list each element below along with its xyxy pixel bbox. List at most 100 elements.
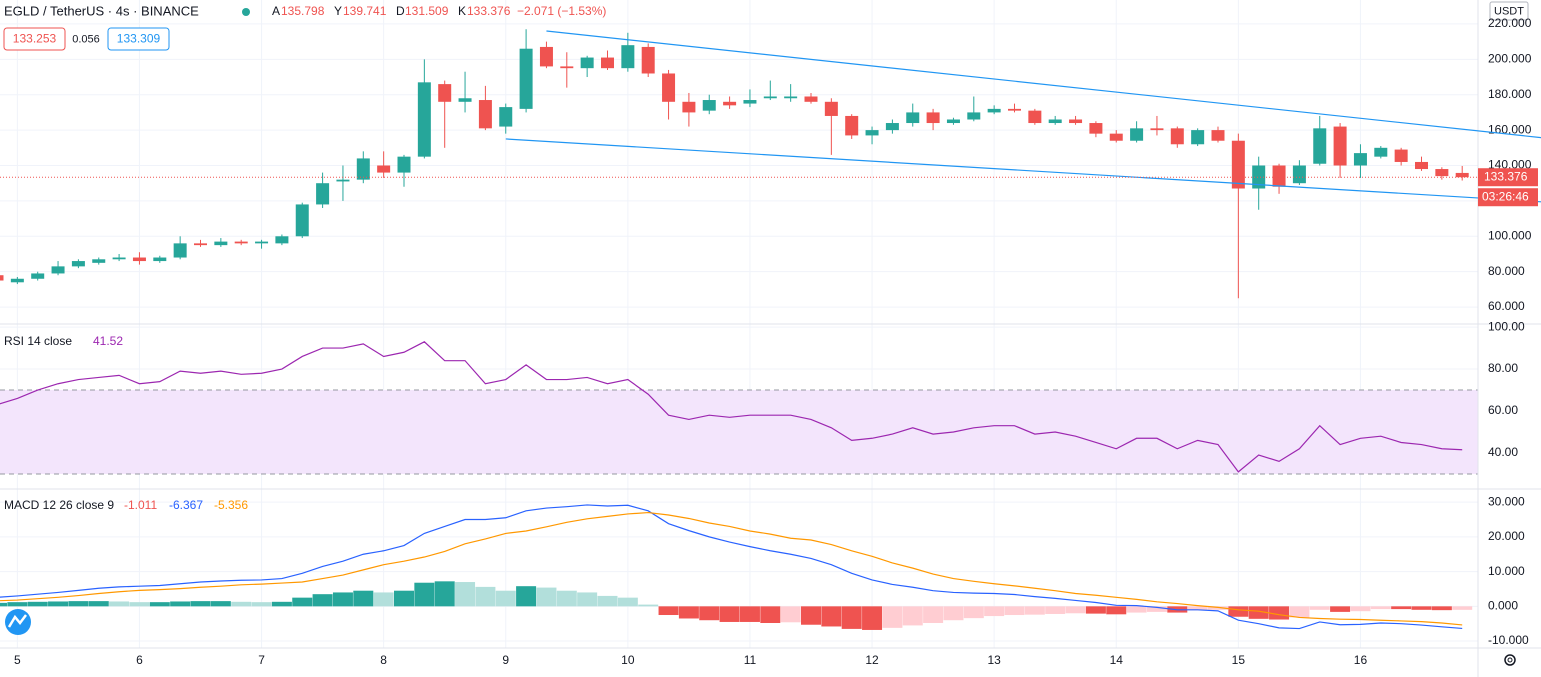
rsi-title: RSI 14 close [4, 334, 72, 348]
candle-body [295, 204, 309, 237]
ohlc-key: D [396, 4, 405, 18]
last-price-tag [1478, 168, 1538, 187]
logo-mark [7, 614, 27, 628]
candle-body [1170, 128, 1184, 145]
countdown-tag [1478, 188, 1538, 207]
spread: 0.056 [72, 33, 100, 45]
histogram-bar [109, 601, 130, 607]
y-tick-label: 60.00 [1488, 403, 1518, 417]
rsi-value: 41.52 [93, 334, 123, 348]
histogram-bar [556, 590, 577, 607]
histogram-bar [658, 606, 679, 616]
settings-icon[interactable] [1504, 654, 1516, 666]
candle-body [885, 123, 899, 131]
histogram-bar [841, 606, 862, 629]
histogram-bar [292, 597, 313, 607]
histogram-bar [251, 602, 272, 607]
y-tick-label: 140.000 [1488, 158, 1532, 172]
histogram-bar [1391, 606, 1412, 610]
histogram-bar [1431, 606, 1452, 611]
macd-line [0, 511, 1463, 626]
x-tick-label: 16 [1354, 653, 1368, 667]
histogram-bar [1411, 606, 1432, 610]
x-tick-label: 6 [136, 653, 143, 667]
histogram-bar [678, 606, 699, 619]
histogram-bar [7, 602, 28, 607]
countdown: 03:26:46 [1482, 189, 1529, 203]
candle-body [1028, 110, 1042, 124]
panes [0, 0, 1478, 648]
histogram-bar [1126, 606, 1147, 613]
candle-body [1374, 147, 1388, 157]
histogram-bar [739, 606, 760, 622]
candle-body [1109, 133, 1123, 141]
y-tick-label: 100.000 [1488, 228, 1532, 242]
x-tick-label: 7 [258, 653, 265, 667]
y-tick-label: 80.000 [1488, 264, 1525, 278]
candle-body [153, 257, 167, 262]
candle-body [784, 96, 798, 99]
histogram-bar [516, 586, 537, 607]
histogram-bar [719, 606, 740, 622]
histogram-bar [638, 604, 659, 607]
candle-body [397, 156, 411, 173]
histogram-bar [88, 601, 109, 607]
y-tick-label: 30.000 [1488, 494, 1525, 508]
y-tick-label: 40.00 [1488, 445, 1518, 459]
candle-body [112, 257, 126, 260]
y-tick-label: 100.00 [1488, 319, 1525, 333]
candle-body [275, 236, 289, 244]
x-tick-label: 9 [502, 653, 509, 667]
histogram-bar [1269, 606, 1290, 620]
candle-body [234, 241, 248, 244]
histogram-bar [332, 592, 353, 607]
candle-body [621, 45, 635, 69]
candle-body [1252, 165, 1266, 189]
y-tick-label: 20.000 [1488, 529, 1525, 543]
ohlc-value: 133.376 [467, 4, 511, 18]
histogram-bar [475, 586, 496, 607]
candle-body [1353, 153, 1367, 166]
candle-body [702, 100, 716, 111]
bid-box[interactable] [3, 27, 66, 51]
candle-body [682, 101, 696, 113]
histogram-bar [353, 590, 374, 607]
candle-body [1130, 128, 1144, 141]
currency-box[interactable] [1489, 1, 1529, 21]
histogram-bar [48, 601, 69, 607]
candle-body [1089, 123, 1103, 134]
candle-body [804, 96, 818, 102]
candle-body [1048, 119, 1062, 124]
candle-body [71, 261, 85, 267]
histogram-bar [1085, 606, 1106, 614]
x-tick-label: 11 [744, 653, 757, 667]
candle-body [92, 259, 106, 263]
histogram-bar [434, 581, 455, 607]
y-tick-label: -10.000 [1488, 633, 1529, 647]
rsi-band [0, 390, 1478, 474]
candle-body [601, 57, 614, 69]
ask-box[interactable] [107, 27, 170, 51]
candle-body [906, 112, 920, 124]
histogram-bar [1208, 606, 1228, 610]
logo[interactable] [5, 609, 31, 635]
ohlc-value: 131.509 [405, 4, 449, 18]
market-status [242, 8, 250, 16]
histogram-bar [821, 606, 842, 627]
candle-body [580, 57, 594, 69]
histogram-bar [394, 590, 414, 607]
ohlc-value: 135.798 [281, 4, 325, 18]
histogram-bar [780, 606, 801, 623]
candle-body [458, 98, 472, 102]
candle-body [926, 112, 940, 124]
histogram-bar [312, 594, 333, 607]
macd-line [0, 504, 1463, 630]
candle-body [1333, 126, 1347, 166]
histogram-bar [1330, 606, 1351, 612]
histogram-bar [210, 601, 231, 607]
macd-value: -6.367 [169, 498, 203, 512]
candle-body [967, 112, 981, 120]
candle-body [1313, 128, 1327, 164]
candle-body [356, 158, 370, 180]
candle-body [946, 119, 960, 124]
